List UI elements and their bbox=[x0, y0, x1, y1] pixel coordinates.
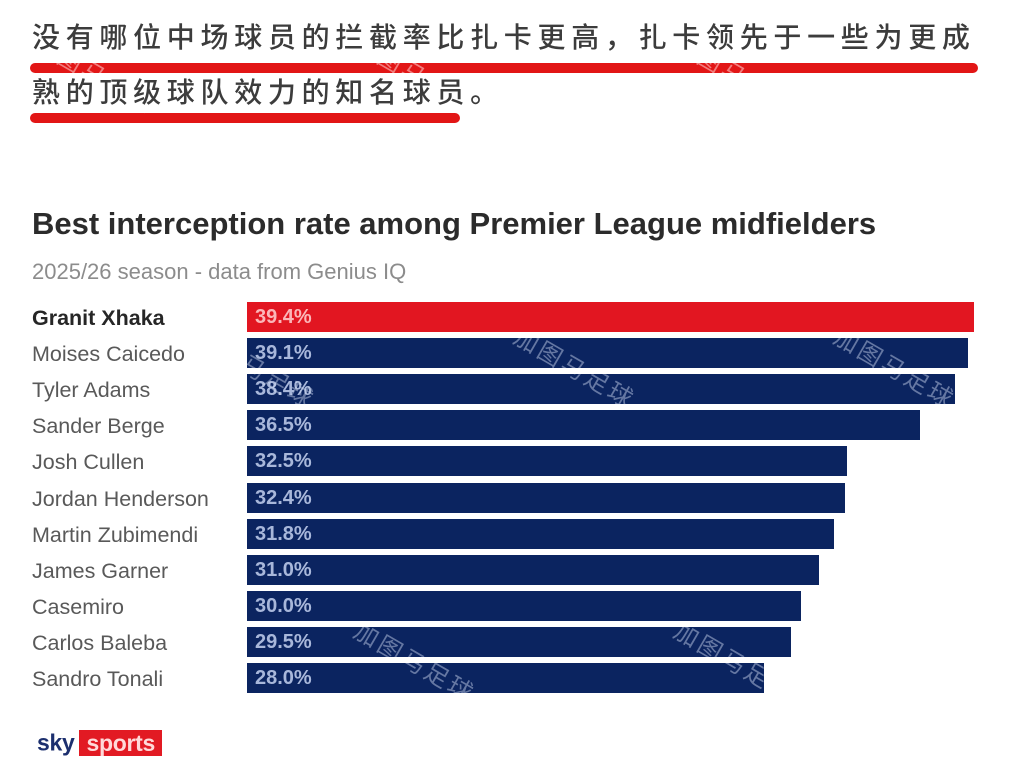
svg-text:加图马足球: 加图马足球 bbox=[669, 24, 803, 122]
svg-text:加图马足球: 加图马足球 bbox=[989, 612, 1024, 710]
svg-text:加图马足球: 加图马足球 bbox=[29, 612, 163, 710]
svg-text:加图马足球: 加图马足球 bbox=[989, 24, 1024, 122]
svg-text:加图马足球: 加图马足球 bbox=[29, 24, 163, 122]
svg-text:加图马足球: 加图马足球 bbox=[349, 24, 483, 122]
svg-text:加图马足球: 加图马足球 bbox=[0, 318, 3, 416]
